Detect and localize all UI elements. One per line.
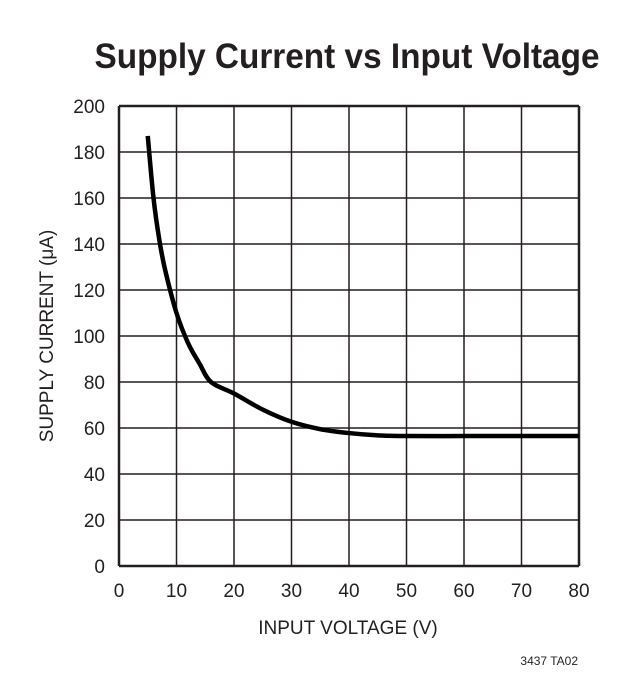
y-tick-label: 100 xyxy=(73,327,105,348)
series-line xyxy=(145,135,579,439)
x-tick-label: 60 xyxy=(453,581,474,602)
tick-labels: 0 10 20 30 40 50 60 70 80 0 20 40 60 80 100 120 140 160 18… xyxy=(73,97,589,602)
x-axis-label: INPUT VOLTAGE (V) xyxy=(258,618,437,639)
y-tick-label: 160 xyxy=(73,189,105,210)
y-tick-label: 20 xyxy=(84,511,105,532)
x-tick-label: 0 xyxy=(114,581,125,602)
grid xyxy=(117,104,581,568)
y-tick-label: 180 xyxy=(73,143,105,164)
footnote: 3437 TA02 xyxy=(520,654,578,668)
y-tick-label: 200 xyxy=(73,97,105,118)
y-tick-label: 140 xyxy=(73,235,105,256)
y-axis-label: SUPPLY CURRENT (μA) xyxy=(37,230,58,443)
y-tick-label: 80 xyxy=(84,373,105,394)
x-tick-label: 10 xyxy=(166,581,187,602)
x-tick-label: 40 xyxy=(338,581,359,602)
x-tick-label: 50 xyxy=(396,581,417,602)
x-tick-label: 20 xyxy=(223,581,244,602)
x-tick-label: 80 xyxy=(568,581,589,602)
y-tick-label: 0 xyxy=(94,557,105,578)
chart-title: Supply Current vs Input Voltage xyxy=(95,37,600,76)
y-tick-label: 40 xyxy=(84,465,105,486)
x-tick-label: 70 xyxy=(511,581,532,602)
y-tick-label: 120 xyxy=(73,281,105,302)
y-tick-label: 60 xyxy=(84,419,105,440)
x-tick-label: 30 xyxy=(281,581,302,602)
